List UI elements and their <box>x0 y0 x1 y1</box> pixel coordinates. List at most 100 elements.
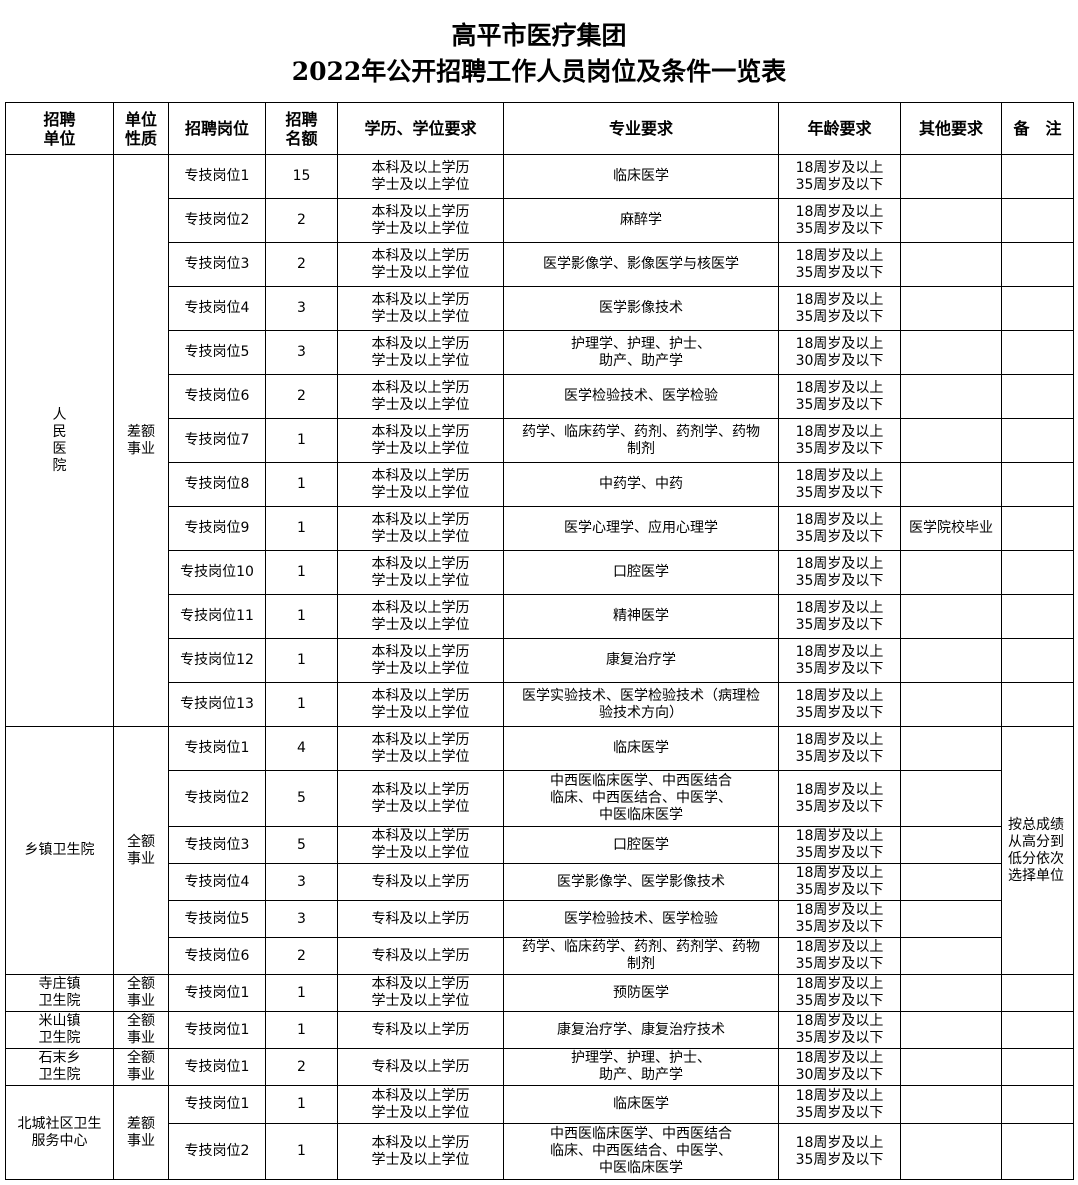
education-cell: 本科及以上学历 学士及以上学位 <box>337 154 504 199</box>
post-cell: 专技岗位3 <box>168 242 266 287</box>
count-cell: 5 <box>265 826 338 864</box>
recruitment-table: 招聘 单位 单位 性质 招聘岗位 招聘 名额 学历、学位要求 专业要求 年龄要求… <box>5 102 1074 1180</box>
education-cell: 本科及以上学历 学士及以上学位 <box>337 418 504 463</box>
table-row: 专技岗位3 2 本科及以上学历 学士及以上学位 医学影像学、影像医学与核医学 18周岁及… <box>6 242 1074 287</box>
age-cell: 18周岁及以上 35周岁及以下 <box>778 1011 901 1049</box>
education-cell: 本科及以上学历 学士及以上学位 <box>337 770 504 827</box>
remark-cell <box>1001 1123 1074 1180</box>
other-cell <box>900 594 1002 639</box>
post-cell: 专技岗位13 <box>168 682 266 727</box>
post-cell: 专技岗位2 <box>168 770 266 827</box>
other-cell <box>900 1123 1002 1180</box>
post-cell: 专技岗位8 <box>168 462 266 507</box>
education-cell: 本科及以上学历 学士及以上学位 <box>337 638 504 683</box>
unit-cell: 人 民 医 院 <box>5 154 114 727</box>
table-row: 专技岗位2 1 本科及以上学历 学士及以上学位 中西医临床医学、中西医结合 临床、中西… <box>6 1123 1074 1180</box>
post-cell: 专技岗位5 <box>168 900 266 938</box>
other-cell <box>900 900 1002 938</box>
major-cell: 康复治疗学 <box>503 638 779 683</box>
table-row: 石末乡 卫生院 全额 事业 专技岗位1 2 专科及以上学历 护理学、护理、护士、 助产、助… <box>5 1048 1074 1086</box>
major-cell: 护理学、护理、护士、 助产、助产学 <box>503 1048 779 1086</box>
remark-cell <box>1001 638 1074 683</box>
age-cell: 18周岁及以上 35周岁及以下 <box>778 242 901 287</box>
age-cell: 18周岁及以上 35周岁及以下 <box>778 1085 901 1124</box>
other-cell <box>900 726 1002 771</box>
major-cell: 中西医临床医学、中西医结合 临床、中西医结合、中医学、 中医临床医学 <box>503 1123 779 1180</box>
education-cell: 本科及以上学历 学士及以上学位 <box>337 594 504 639</box>
header-education: 学历、学位要求 <box>337 102 504 155</box>
table-row: 北城社区卫生 服务中心 差额 事业 专技岗位1 1 本科及以上学历 学士及以上学位 临床医… <box>5 1085 1074 1180</box>
remark-cell <box>1001 330 1074 375</box>
post-cell: 专技岗位1 <box>168 726 266 771</box>
remark-cell: 按总成绩 从高分到 低分依次 选择单位 <box>1001 726 1074 975</box>
age-cell: 18周岁及以上 35周岁及以下 <box>778 286 901 331</box>
count-cell: 1 <box>265 550 338 595</box>
count-cell: 1 <box>265 682 338 727</box>
other-cell <box>900 638 1002 683</box>
age-cell: 18周岁及以上 35周岁及以下 <box>778 770 901 827</box>
post-cell: 专技岗位1 <box>168 1011 266 1049</box>
major-cell: 口腔医学 <box>503 550 779 595</box>
table-row: 专技岗位2 2 本科及以上学历 学士及以上学位 麻醉学 18周岁及以上 35周岁及以下 <box>6 198 1074 243</box>
education-cell: 本科及以上学历 学士及以上学位 <box>337 682 504 727</box>
education-cell: 专科及以上学历 <box>337 863 504 901</box>
major-cell: 临床医学 <box>503 1085 779 1124</box>
education-cell: 专科及以上学历 <box>337 1048 504 1086</box>
count-cell: 1 <box>265 1085 338 1124</box>
other-cell <box>900 682 1002 727</box>
major-cell: 医学影像技术 <box>503 286 779 331</box>
header-age: 年龄要求 <box>778 102 901 155</box>
count-cell: 1 <box>265 974 338 1012</box>
age-cell: 18周岁及以上 35周岁及以下 <box>778 594 901 639</box>
other-cell <box>900 1085 1002 1124</box>
post-cell: 专技岗位9 <box>168 506 266 551</box>
header-row: 招聘 单位 单位 性质 招聘岗位 招聘 名额 学历、学位要求 专业要求 年龄要求… <box>5 102 1074 155</box>
age-cell: 18周岁及以上 35周岁及以下 <box>778 937 901 975</box>
remark-cell <box>1001 506 1074 551</box>
age-cell: 18周岁及以上 35周岁及以下 <box>778 1123 901 1180</box>
unit-cell: 石末乡 卫生院 <box>5 1048 114 1086</box>
remark-cell <box>1001 462 1074 507</box>
remark-cell <box>1001 1048 1074 1086</box>
count-cell: 1 <box>265 594 338 639</box>
table-row: 专技岗位11 1 本科及以上学历 学士及以上学位 精神医学 18周岁及以上 35周岁及以… <box>6 594 1074 639</box>
count-cell: 15 <box>265 154 338 199</box>
post-cell: 专技岗位6 <box>168 374 266 419</box>
remark-cell <box>1001 682 1074 727</box>
post-cell: 专技岗位3 <box>168 826 266 864</box>
unit-cell: 米山镇 卫生院 <box>5 1011 114 1049</box>
post-cell: 专技岗位2 <box>168 1123 266 1180</box>
remark-cell <box>1001 154 1074 199</box>
count-cell: 1 <box>265 1011 338 1049</box>
age-cell: 18周岁及以上 30周岁及以下 <box>778 1048 901 1086</box>
count-cell: 2 <box>265 937 338 975</box>
remark-cell <box>1001 242 1074 287</box>
post-cell: 专技岗位4 <box>168 863 266 901</box>
age-cell: 18周岁及以上 35周岁及以下 <box>778 974 901 1012</box>
document-title: 高平市医疗集团 <box>451 21 627 50</box>
major-cell: 医学检验技术、医学检验 <box>503 900 779 938</box>
remark-cell <box>1001 1085 1074 1124</box>
header-major: 专业要求 <box>503 102 779 155</box>
remark-cell <box>1001 286 1074 331</box>
major-cell: 护理学、护理、护士、 助产、助产学 <box>503 330 779 375</box>
major-cell: 药学、临床药学、药剂、药剂学、药物 制剂 <box>503 418 779 463</box>
age-cell: 18周岁及以上 35周岁及以下 <box>778 154 901 199</box>
table-row: 专技岗位4 3 专科及以上学历 医学影像学、医学影像技术 18周岁及以上 35周岁及以下 <box>6 863 1074 901</box>
count-cell: 3 <box>265 900 338 938</box>
header-other: 其他要求 <box>900 102 1002 155</box>
education-cell: 专科及以上学历 <box>337 1011 504 1049</box>
other-cell <box>900 418 1002 463</box>
unit-cell: 乡镇卫生院 <box>5 726 114 975</box>
other-cell <box>900 242 1002 287</box>
major-cell: 医学心理学、应用心理学 <box>503 506 779 551</box>
age-cell: 18周岁及以上 35周岁及以下 <box>778 374 901 419</box>
remark-cell <box>1001 974 1074 1012</box>
age-cell: 18周岁及以上 35周岁及以下 <box>778 462 901 507</box>
education-cell: 本科及以上学历 学士及以上学位 <box>337 506 504 551</box>
age-cell: 18周岁及以上 35周岁及以下 <box>778 826 901 864</box>
age-cell: 18周岁及以上 35周岁及以下 <box>778 506 901 551</box>
major-cell: 中西医临床医学、中西医结合 临床、中西医结合、中医学、 中医临床医学 <box>503 770 779 827</box>
nature-cell: 全额 事业 <box>113 726 169 975</box>
table-row: 乡镇卫生院 全额 事业 专技岗位1 4 本科及以上学历 学士及以上学位 临床医学 18周岁及… <box>5 726 1074 975</box>
